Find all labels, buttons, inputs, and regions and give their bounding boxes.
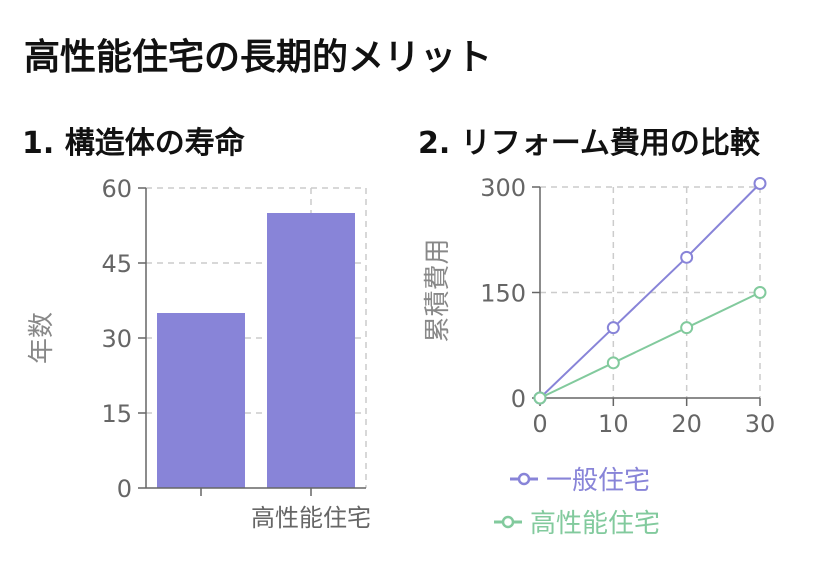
line-y-axis-label: 累積費用 — [423, 238, 453, 342]
bar-y-tick-label: 60 — [101, 175, 132, 203]
series-1-point — [680, 250, 694, 264]
bar-chart-title: 1. 構造体の寿命 — [22, 126, 245, 161]
series-line-2 — [539, 291, 761, 399]
line-x-tick-label: 10 — [598, 410, 629, 438]
series-2-point — [533, 391, 547, 405]
series-2-point — [680, 321, 694, 335]
bar-y-tick-label: 45 — [101, 250, 132, 278]
legend-label: 高性能住宅 — [530, 509, 660, 539]
bar-y-tick-label: 0 — [117, 475, 132, 503]
bar-y-axis-label: 年数 — [27, 312, 57, 364]
line-y-tick-label: 300 — [480, 174, 526, 202]
line-chart-title: 2. リフォーム費用の比較 — [418, 126, 760, 161]
series-2-point — [606, 356, 620, 370]
series-1-point — [606, 321, 620, 335]
bar-1 — [157, 313, 245, 488]
legend-label: 一般住宅 — [546, 466, 650, 496]
series-1-point — [753, 176, 767, 190]
line-x-tick-label: 0 — [532, 410, 547, 438]
line-x-tick-label: 30 — [745, 410, 776, 438]
series-2-point — [753, 286, 767, 299]
bar-x-tick-label: 高性能住宅 — [251, 504, 371, 532]
line-y-tick-label: 0 — [511, 385, 526, 413]
page-title: 高性能住宅の長期的メリット — [24, 37, 493, 78]
legend-swatch-marker — [517, 472, 531, 486]
line-x-tick-label: 20 — [671, 410, 702, 438]
bar-y-tick-label: 30 — [101, 325, 132, 353]
bar-2 — [267, 213, 355, 488]
series-line-1 — [539, 182, 761, 399]
legend-swatch-marker — [501, 515, 515, 529]
bar-y-tick-label: 15 — [101, 400, 132, 428]
line-y-tick-label: 150 — [480, 280, 526, 308]
